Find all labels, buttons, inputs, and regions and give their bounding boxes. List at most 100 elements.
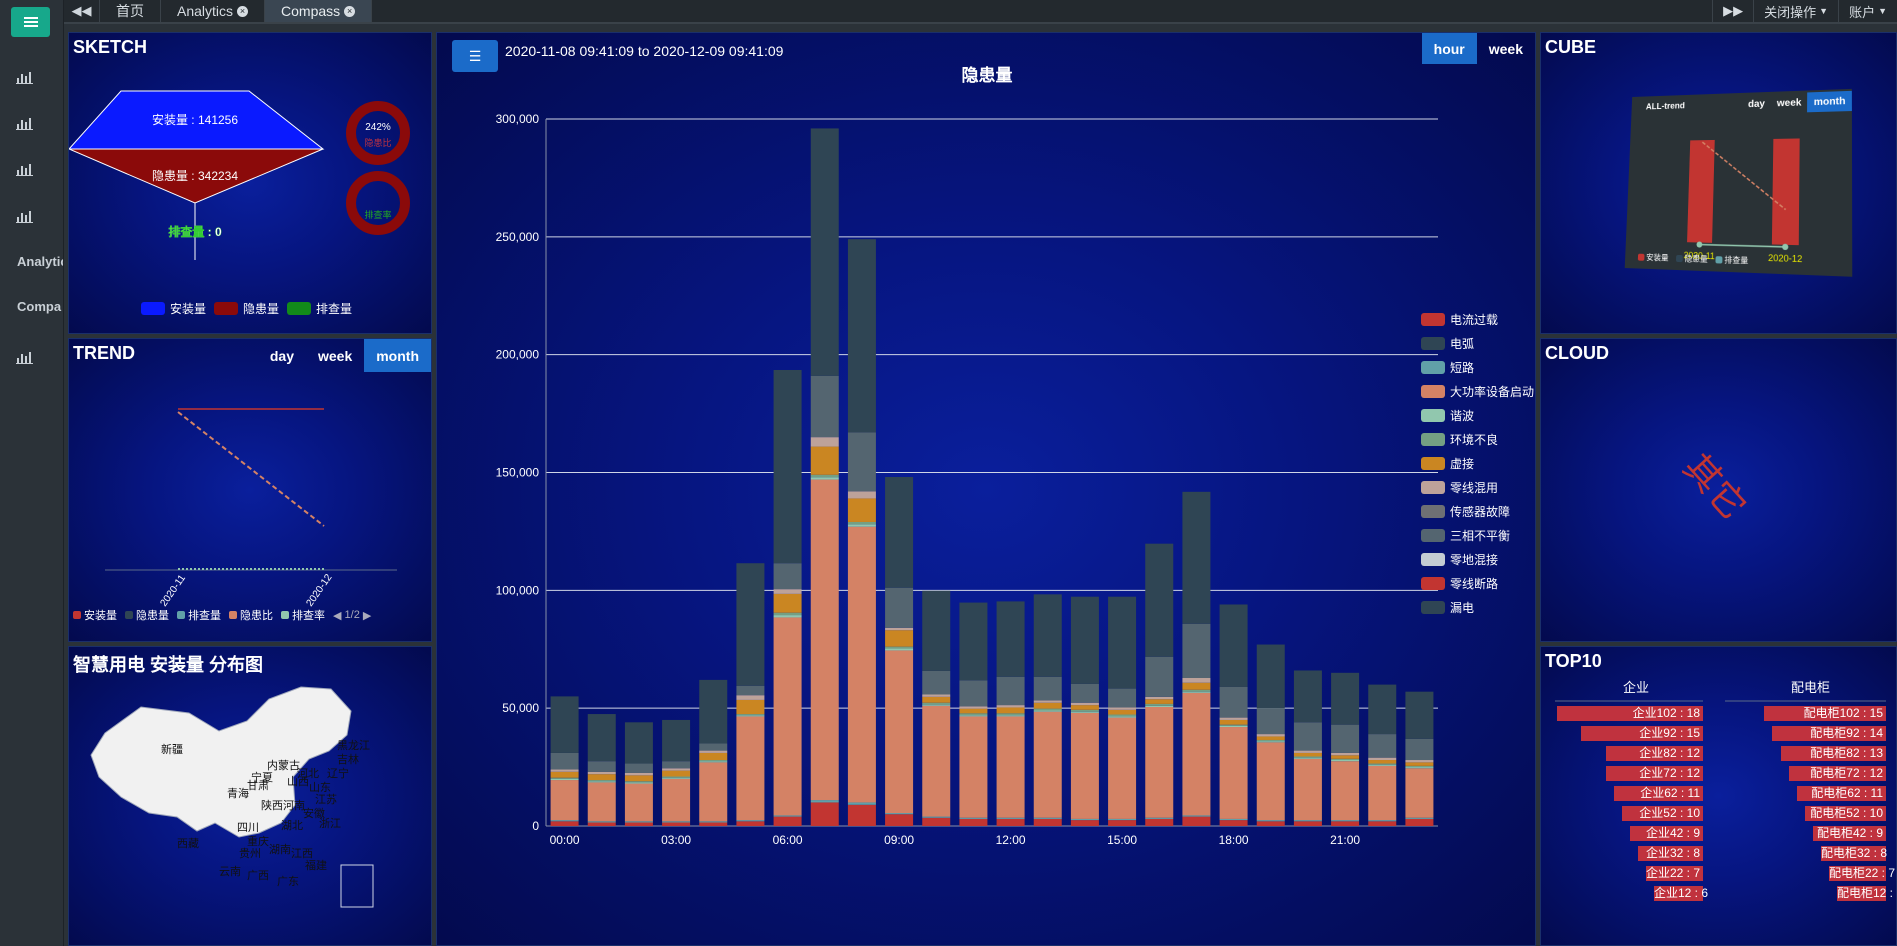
map-province-label[interactable]: 广东 — [277, 876, 299, 888]
bar-segment[interactable] — [847, 802, 876, 805]
bar-segment[interactable] — [1108, 596, 1137, 689]
trend-tab-day[interactable]: day — [269, 347, 294, 364]
bar-segment[interactable] — [847, 498, 876, 522]
sketch-legend-item[interactable]: 安装量 — [141, 300, 206, 317]
bar-segment[interactable] — [959, 716, 988, 818]
bar-segment[interactable] — [773, 617, 802, 816]
bar-segment[interactable] — [959, 602, 988, 681]
top10-right-bar[interactable]: 配电柜12 : 6 — [1837, 886, 1897, 901]
bar-segment[interactable] — [847, 526, 876, 803]
bar-segment[interactable] — [996, 713, 1025, 716]
bar-segment[interactable] — [1182, 816, 1211, 826]
tab-2[interactable]: Compass × — [265, 0, 373, 22]
trend-legend-item[interactable]: 隐患量 — [125, 607, 169, 623]
bar-segment[interactable] — [624, 781, 653, 783]
bar-segment[interactable] — [1145, 706, 1174, 818]
bar-segment[interactable] — [959, 680, 988, 707]
bar-segment[interactable] — [662, 770, 691, 777]
bar-segment[interactable] — [1293, 757, 1322, 759]
bar-segment[interactable] — [885, 630, 914, 647]
bar-segment[interactable] — [550, 821, 579, 826]
legend-label[interactable]: 三相不平衡 — [1450, 529, 1510, 543]
bar-segment[interactable] — [810, 479, 839, 801]
bar-segment[interactable] — [773, 589, 802, 594]
legend-swatch[interactable] — [1421, 385, 1445, 398]
bar-segment[interactable] — [922, 590, 951, 671]
bar-segment[interactable] — [1108, 717, 1137, 819]
bar-segment[interactable] — [922, 704, 951, 706]
bar-segment[interactable] — [996, 705, 1025, 708]
bar-segment[interactable] — [550, 696, 579, 753]
bar-segment[interactable] — [550, 780, 579, 821]
bar-segment[interactable] — [1368, 763, 1397, 765]
bar-segment[interactable] — [810, 477, 839, 480]
bar-segment[interactable] — [1070, 702, 1099, 706]
bar-segment[interactable] — [996, 715, 1025, 717]
bar-segment[interactable] — [699, 679, 728, 744]
bar-segment[interactable] — [1368, 764, 1397, 766]
bar-segment[interactable] — [587, 821, 616, 823]
bar-segment[interactable] — [773, 612, 802, 616]
bar-segment[interactable] — [699, 743, 728, 751]
map-province-label[interactable]: 河北 — [297, 768, 319, 780]
legend-label[interactable]: 短路 — [1450, 360, 1474, 375]
bar-segment[interactable] — [885, 587, 914, 628]
bar-segment[interactable] — [922, 694, 951, 697]
bar-segment[interactable] — [1331, 821, 1360, 826]
bar-segment[interactable] — [885, 813, 914, 815]
bar-segment[interactable] — [1108, 707, 1137, 710]
bar-segment[interactable] — [810, 128, 839, 376]
bar-segment[interactable] — [1033, 702, 1062, 709]
bar-segment[interactable] — [624, 722, 653, 764]
bar-segment[interactable] — [1108, 716, 1137, 718]
bar-segment[interactable] — [1145, 543, 1174, 657]
bar-segment[interactable] — [1293, 821, 1322, 826]
legend-label[interactable]: 电弧 — [1450, 337, 1474, 351]
legend-label[interactable]: 环境不良 — [1450, 432, 1498, 447]
bar-segment[interactable] — [624, 775, 653, 782]
top10-left-bar[interactable]: 企业102 : 18 — [1557, 706, 1703, 721]
map-province-label[interactable]: 贵州 — [239, 848, 261, 860]
bar-segment[interactable] — [699, 761, 728, 763]
bar-segment[interactable] — [587, 774, 616, 781]
bar-segment[interactable] — [996, 707, 1025, 714]
bar-segment[interactable] — [1182, 689, 1211, 692]
trend-legend-item[interactable]: 排查率 — [281, 607, 325, 623]
bar-segment[interactable] — [1405, 767, 1434, 769]
bar-segment[interactable] — [1033, 711, 1062, 818]
bar-segment[interactable] — [922, 816, 951, 818]
bar-segment[interactable] — [662, 719, 691, 762]
bar-segment[interactable] — [550, 771, 579, 778]
bar-segment[interactable] — [1405, 762, 1434, 766]
bar-segment[interactable] — [1331, 760, 1360, 762]
trend-tab-month[interactable]: month — [364, 339, 431, 372]
map-province-label[interactable]: 内蒙古 — [267, 760, 300, 772]
map-province-label[interactable]: 广西 — [247, 870, 269, 882]
trend-legend-item[interactable]: 排查量 — [177, 607, 221, 623]
top10-left-bar[interactable]: 企业42 : 9 — [1630, 826, 1703, 841]
bar-segment[interactable] — [550, 769, 579, 772]
scroll-tabs-right-button[interactable]: ▶▶ — [1712, 0, 1753, 22]
bar-segment[interactable] — [1182, 815, 1211, 817]
bar-segment[interactable] — [885, 650, 914, 814]
bar-segment[interactable] — [1256, 821, 1285, 826]
bar-segment[interactable] — [1256, 734, 1285, 737]
bar-segment[interactable] — [1033, 676, 1062, 701]
bar-segment[interactable] — [1405, 818, 1434, 826]
bar-segment[interactable] — [847, 239, 876, 433]
close-tab-icon[interactable]: × — [237, 5, 249, 17]
close-operations-dropdown[interactable]: 关闭操作 ▼ — [1753, 0, 1838, 22]
bar-segment[interactable] — [1108, 820, 1137, 826]
bar-segment[interactable] — [1405, 760, 1434, 763]
map-province-label[interactable]: 山东 — [309, 782, 331, 794]
legend-label[interactable]: 电流过载 — [1450, 313, 1498, 327]
bar-segment[interactable] — [885, 814, 914, 826]
map-province-label[interactable]: 湖南 — [269, 844, 291, 856]
bar-segment[interactable] — [1219, 725, 1248, 728]
bar-segment[interactable] — [624, 763, 653, 773]
top10-right-bar[interactable]: 配电柜82 : 13 — [1781, 746, 1886, 761]
map-province-label[interactable]: 黑龙江 — [337, 740, 370, 752]
bar-segment[interactable] — [1405, 768, 1434, 818]
next-page-icon[interactable]: ▶ — [362, 609, 372, 622]
bar-segment[interactable] — [959, 818, 988, 826]
